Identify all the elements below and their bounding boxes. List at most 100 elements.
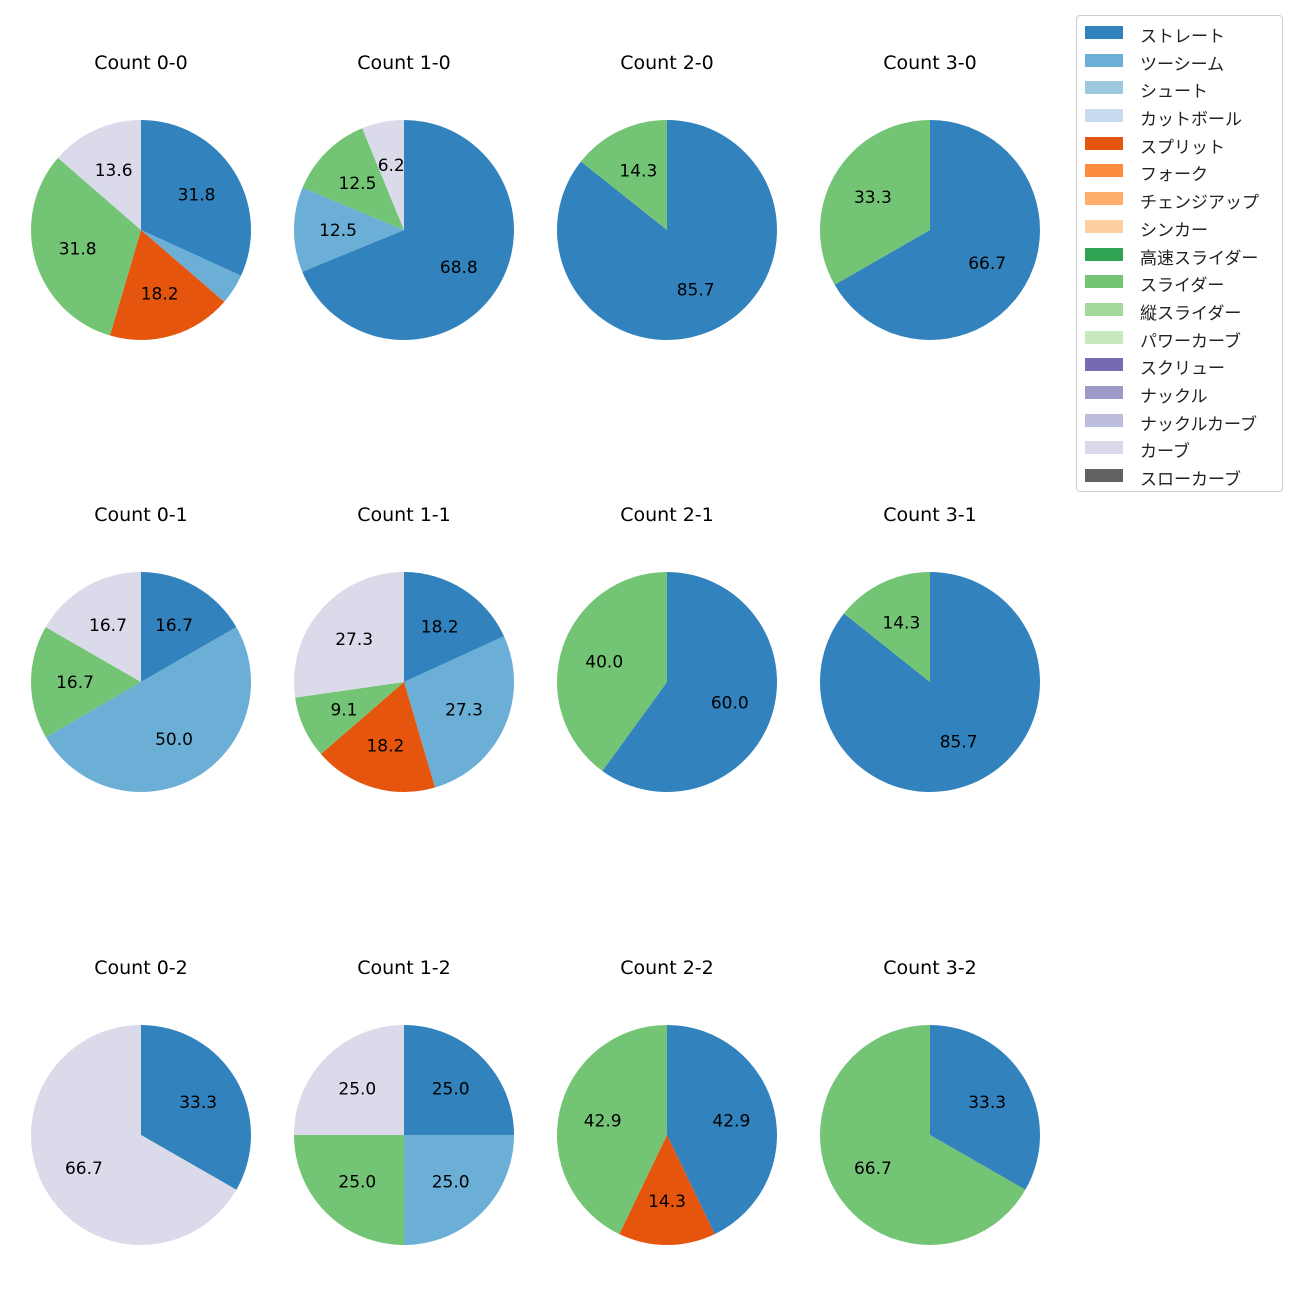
pie-title: Count 1-1	[357, 504, 451, 526]
legend-swatch	[1085, 26, 1123, 39]
legend-swatch	[1085, 302, 1123, 316]
legend-item: ナックル	[1077, 379, 1282, 407]
legend-label: 縦スライダー	[1140, 303, 1242, 324]
legend-swatch	[1085, 192, 1123, 206]
pie-8: Count 3-1 85.7 14.3	[819, 504, 1040, 792]
pie-slice	[404, 1135, 514, 1245]
slice-value-label: 18.2	[366, 736, 404, 756]
slice-value-label: 25.0	[432, 1173, 470, 1193]
slice-value-label: 9.1	[330, 700, 357, 720]
legend-label: パワーカーブ	[1140, 331, 1241, 352]
slice-value-label: 14.3	[648, 1192, 686, 1212]
pie-slice	[141, 120, 252, 276]
pie-3: Count 2-0 85.7 14.3	[557, 52, 777, 341]
slice-value-label: 27.3	[335, 630, 373, 650]
legend-label: ナックル	[1140, 386, 1208, 407]
pie-slice	[45, 572, 141, 682]
pie-5: Count 0-1 16.7 50.0 16.7 16.7	[30, 504, 252, 793]
slice-value-label: 6.2	[378, 156, 405, 176]
pie-title: Count 0-0	[94, 52, 188, 74]
pie-slice	[843, 572, 930, 682]
pie-slice	[602, 572, 777, 793]
pie-7: Count 2-1 60.0 40.0	[557, 504, 777, 793]
pie-1: Count 0-0 31.8 18.2 31.8 13.6	[31, 52, 252, 340]
pie-12: Count 3-2 33.3 66.7	[820, 957, 1040, 1245]
legend-swatch	[1085, 81, 1123, 95]
slice-value-label: 18.2	[141, 284, 179, 304]
legend-label: ツーシーム	[1140, 54, 1225, 75]
slice-value-label: 33.3	[179, 1093, 217, 1113]
pie-9: Count 0-2 33.3 66.7	[30, 957, 251, 1245]
legend-item: スプリット	[1077, 130, 1282, 158]
slice-value-label: 31.8	[178, 185, 216, 205]
slice-value-label: 66.7	[854, 1159, 892, 1179]
slice-value-label: 18.2	[421, 617, 459, 637]
slice-value-label: 12.5	[319, 221, 357, 241]
pie-slice	[404, 1025, 514, 1135]
pie-slice	[30, 1025, 237, 1245]
pie-slice	[362, 120, 404, 230]
legend-swatch	[1085, 469, 1123, 482]
legend-swatch	[1085, 109, 1123, 123]
slice-value-label: 31.8	[59, 240, 97, 260]
pie-title: Count 3-0	[883, 52, 977, 74]
slice-value-label: 14.3	[882, 614, 920, 634]
legend-item: カーブ	[1077, 434, 1282, 462]
legend-item: チェンジアップ	[1077, 185, 1282, 213]
pie-slice	[557, 1025, 667, 1235]
legend-item: ツーシーム	[1077, 47, 1282, 75]
slice-value-label: 42.9	[584, 1111, 622, 1131]
slice-value-label: 14.3	[619, 162, 657, 182]
pie-slice	[820, 120, 930, 285]
slice-value-label: 12.5	[339, 174, 377, 194]
slice-value-label: 25.0	[432, 1079, 470, 1099]
pie-slice	[30, 627, 141, 738]
pie-slice	[580, 119, 667, 230]
legend-label: スライダー	[1140, 276, 1225, 297]
pie-slice	[302, 128, 404, 230]
legend-item: ナックルカーブ	[1077, 407, 1282, 435]
slice-value-label: 85.7	[940, 732, 978, 752]
pie-slice	[294, 187, 404, 272]
slice-value-label: 16.7	[89, 616, 127, 636]
pie-title: Count 2-1	[620, 504, 714, 526]
pie-slice	[31, 157, 141, 336]
pie-slice	[820, 1025, 1026, 1245]
legend-swatch	[1085, 385, 1123, 399]
pie-slice	[404, 636, 514, 788]
pie-title: Count 2-2	[620, 957, 714, 979]
legend-swatch	[1085, 275, 1123, 289]
slice-value-label: 33.3	[968, 1093, 1006, 1113]
legend-swatch	[1085, 441, 1123, 455]
pie-6: Count 1-1 18.2 27.3 18.2 9.1 27.3	[294, 504, 514, 792]
legend-label: スクリュー	[1140, 359, 1225, 380]
pie-slice	[557, 572, 667, 771]
pie-11: Count 2-2 42.9 14.3 42.9	[557, 957, 777, 1245]
legend-item: シュート	[1077, 74, 1282, 102]
legend-swatch	[1085, 164, 1123, 178]
legend-label: シンカー	[1140, 220, 1208, 241]
slice-value-label: 33.3	[854, 188, 892, 208]
pie-title: Count 0-1	[94, 504, 188, 526]
slice-value-label: 50.0	[155, 730, 193, 750]
slice-value-label: 16.7	[155, 616, 193, 636]
pie-slice	[294, 1025, 404, 1135]
pie-slice	[141, 1025, 251, 1190]
legend-item: スクリュー	[1077, 351, 1282, 379]
legend-item: スローカーブ	[1077, 462, 1282, 490]
slice-value-label: 27.3	[445, 700, 483, 720]
pie-slice	[57, 120, 142, 230]
slice-value-label: 85.7	[677, 280, 715, 300]
pie-title: Count 0-2	[94, 957, 188, 979]
legend-label: チェンジアップ	[1140, 193, 1259, 214]
slice-value-label: 25.0	[338, 1079, 376, 1099]
pie-2: Count 1-068.812.512.56.2	[294, 52, 514, 340]
pie-slice	[619, 1135, 715, 1245]
slice-value-label: 68.8	[440, 258, 478, 278]
pie-slice	[557, 120, 777, 341]
pie-10: Count 1-2 25.0 25.0 25.0 25.0	[294, 957, 514, 1245]
legend-label: ナックルカーブ	[1140, 414, 1257, 435]
legend-swatch	[1085, 330, 1123, 344]
legend-swatch	[1085, 136, 1123, 150]
legend-item: 縦スライダー	[1077, 296, 1282, 324]
